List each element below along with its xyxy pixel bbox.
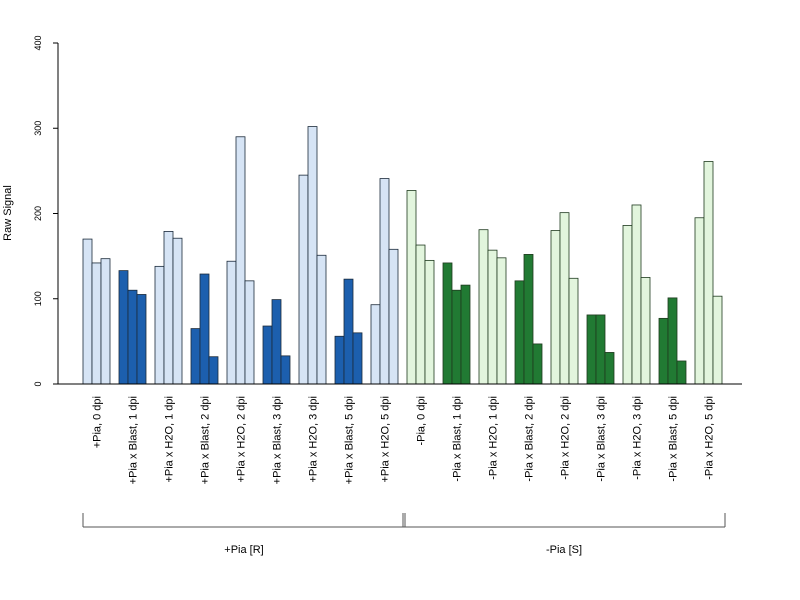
bar — [343, 278, 354, 385]
bar — [307, 126, 318, 385]
bar — [595, 314, 606, 385]
bar — [442, 262, 453, 385]
y-axis-title: Raw Signal — [2, 185, 14, 241]
bar — [316, 254, 327, 385]
bar — [271, 299, 282, 385]
bar — [523, 254, 534, 385]
y-tick-label: 200 — [33, 206, 43, 221]
bar — [235, 136, 246, 385]
bar — [640, 277, 651, 385]
bar — [370, 304, 381, 385]
x-category-label: -Pia x H2O, 5 dpi — [704, 396, 716, 480]
bar — [226, 260, 237, 385]
x-category-label: +Pia x H2O, 5 dpi — [380, 396, 392, 483]
x-category-label: +Pia x H2O, 3 dpi — [308, 396, 320, 483]
bar — [91, 262, 102, 385]
y-tick-label: 400 — [33, 35, 43, 50]
x-category-label: +Pia x Blast, 3 dpi — [272, 396, 284, 484]
x-category-label: -Pia x H2O, 2 dpi — [560, 396, 572, 480]
bar — [82, 238, 93, 385]
bar — [604, 352, 615, 385]
bar — [667, 297, 678, 385]
bar — [703, 161, 714, 385]
y-tick-label: 0 — [33, 381, 43, 386]
bar — [460, 284, 471, 385]
bar — [415, 244, 426, 385]
bar — [514, 280, 525, 385]
bar — [208, 356, 219, 385]
bar — [199, 273, 210, 385]
bars-layer — [82, 126, 723, 385]
group-brackets: +Pia [R] -Pia [S] — [82, 513, 726, 556]
x-category-label: +Pia x Blast, 1 dpi — [128, 396, 140, 484]
bar — [298, 174, 309, 385]
bar — [622, 225, 633, 385]
bar — [244, 280, 255, 385]
bar — [163, 231, 174, 385]
bar — [478, 229, 489, 385]
bar — [550, 230, 561, 385]
x-axis-category-labels: +Pia, 0 dpi +Pia x Blast, 1 dpi +Pia x H2O… — [92, 396, 716, 484]
bar — [136, 294, 147, 385]
bar — [190, 328, 201, 385]
bar — [154, 265, 165, 385]
x-category-label: -Pia x H2O, 1 dpi — [488, 396, 500, 480]
bar — [172, 237, 183, 385]
bar — [424, 259, 435, 385]
bar — [712, 295, 723, 385]
x-category-label: -Pia, 0 dpi — [416, 396, 428, 446]
bar — [352, 332, 363, 385]
bar — [586, 314, 597, 385]
bar — [694, 217, 705, 385]
bar — [532, 343, 543, 385]
bar — [451, 289, 462, 385]
x-category-label: +Pia, 0 dpi — [92, 396, 104, 448]
x-category-label: +Pia x H2O, 1 dpi — [164, 396, 176, 483]
bar — [487, 249, 498, 385]
y-tick-label: 100 — [33, 291, 43, 306]
bar — [631, 204, 642, 385]
x-category-label: -Pia x Blast, 5 dpi — [668, 396, 680, 482]
bar — [676, 360, 687, 385]
bar — [127, 289, 138, 385]
bar — [406, 190, 417, 385]
x-category-label: -Pia x H2O, 3 dpi — [632, 396, 644, 480]
bar — [496, 257, 507, 385]
bar — [280, 355, 291, 385]
y-axis: 0 100 200 300 400 — [33, 35, 59, 387]
bar — [100, 258, 111, 385]
bar — [334, 335, 345, 385]
x-category-label: +Pia x Blast, 5 dpi — [344, 396, 356, 484]
x-category-label: -Pia x Blast, 2 dpi — [524, 396, 536, 482]
x-category-label: -Pia x Blast, 3 dpi — [596, 396, 608, 482]
group-label: +Pia [R] — [224, 544, 263, 556]
bar — [658, 317, 669, 385]
group-label: -Pia [S] — [546, 544, 582, 556]
bar — [388, 248, 399, 385]
y-tick-label: 300 — [33, 121, 43, 136]
x-category-label: -Pia x Blast, 1 dpi — [452, 396, 464, 482]
bar — [262, 325, 273, 385]
x-category-label: +Pia x H2O, 2 dpi — [236, 396, 248, 483]
bar — [118, 270, 129, 385]
bar — [379, 178, 390, 385]
bar — [568, 277, 579, 385]
x-category-label: +Pia x Blast, 2 dpi — [200, 396, 212, 484]
bar — [559, 212, 570, 385]
